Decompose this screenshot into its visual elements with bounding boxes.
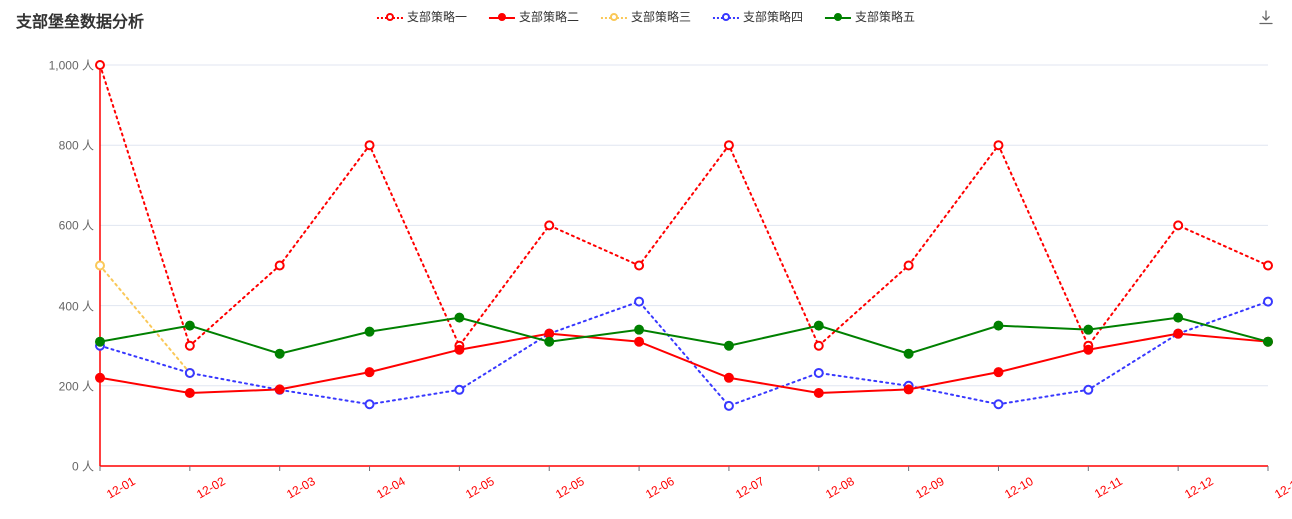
y-axis-tick-label: 400 人 bbox=[0, 297, 94, 314]
series-marker-s4[interactable] bbox=[815, 369, 823, 377]
series-marker-s5[interactable] bbox=[96, 338, 104, 346]
chart-title: 支部堡垒数据分析 bbox=[16, 8, 144, 32]
series-line-s2 bbox=[100, 334, 1268, 393]
series-marker-s5[interactable] bbox=[186, 322, 194, 330]
series-marker-s4[interactable] bbox=[455, 386, 463, 394]
series-marker-s2[interactable] bbox=[276, 385, 284, 393]
series-marker-s2[interactable] bbox=[635, 338, 643, 346]
legend-swatch-s5 bbox=[825, 10, 851, 24]
series-marker-s4[interactable] bbox=[725, 402, 733, 410]
legend-swatch-s2 bbox=[489, 10, 515, 24]
series-marker-s1[interactable] bbox=[186, 342, 194, 350]
series-marker-s1[interactable] bbox=[276, 262, 284, 270]
series-marker-s4[interactable] bbox=[186, 369, 194, 377]
y-axis-tick-label: 0 人 bbox=[0, 458, 94, 475]
series-marker-s1[interactable] bbox=[994, 141, 1002, 149]
series-marker-s5[interactable] bbox=[905, 350, 913, 358]
series-marker-s5[interactable] bbox=[635, 326, 643, 334]
series-marker-s5[interactable] bbox=[1174, 314, 1182, 322]
series-marker-s2[interactable] bbox=[1084, 346, 1092, 354]
chart-container: 支部堡垒数据分析 支部策略一 支部策略二 支部策略三 支部策略四 支部策略五 0 人 20… bbox=[0, 0, 1292, 519]
series-marker-s1[interactable] bbox=[635, 262, 643, 270]
series-line-s3 bbox=[100, 266, 190, 373]
series-marker-s4[interactable] bbox=[1264, 298, 1272, 306]
series-marker-s2[interactable] bbox=[815, 389, 823, 397]
legend-item-s1[interactable]: 支部策略一 bbox=[377, 8, 467, 25]
series-marker-s2[interactable] bbox=[725, 374, 733, 382]
legend-item-s5[interactable]: 支部策略五 bbox=[825, 8, 915, 25]
series-marker-s5[interactable] bbox=[455, 314, 463, 322]
series-marker-s1[interactable] bbox=[96, 61, 104, 69]
series-marker-s2[interactable] bbox=[994, 368, 1002, 376]
series-marker-s5[interactable] bbox=[994, 322, 1002, 330]
series-marker-s4[interactable] bbox=[635, 298, 643, 306]
series-marker-s1[interactable] bbox=[815, 342, 823, 350]
series-marker-s1[interactable] bbox=[366, 141, 374, 149]
series-marker-s5[interactable] bbox=[1084, 326, 1092, 334]
legend-item-s4[interactable]: 支部策略四 bbox=[713, 8, 803, 25]
series-marker-s2[interactable] bbox=[545, 330, 553, 338]
series-marker-s4[interactable] bbox=[994, 400, 1002, 408]
legend-item-s3[interactable]: 支部策略三 bbox=[601, 8, 691, 25]
legend-swatch-s4 bbox=[713, 10, 739, 24]
series-marker-s1[interactable] bbox=[545, 221, 553, 229]
series-marker-s4[interactable] bbox=[1084, 386, 1092, 394]
legend-label: 支部策略一 bbox=[407, 8, 467, 25]
series-marker-s4[interactable] bbox=[366, 400, 374, 408]
legend-swatch-s3 bbox=[601, 10, 627, 24]
series-marker-s1[interactable] bbox=[1174, 221, 1182, 229]
series-marker-s1[interactable] bbox=[1264, 262, 1272, 270]
series-marker-s2[interactable] bbox=[96, 374, 104, 382]
legend-item-s2[interactable]: 支部策略二 bbox=[489, 8, 579, 25]
series-marker-s2[interactable] bbox=[455, 346, 463, 354]
series-marker-s2[interactable] bbox=[1174, 330, 1182, 338]
y-axis-tick-label: 600 人 bbox=[0, 217, 94, 234]
legend-label: 支部策略五 bbox=[855, 8, 915, 25]
series-marker-s1[interactable] bbox=[725, 141, 733, 149]
legend: 支部策略一 支部策略二 支部策略三 支部策略四 支部策略五 bbox=[377, 8, 915, 25]
series-line-s1 bbox=[100, 65, 1268, 346]
series-marker-s2[interactable] bbox=[366, 368, 374, 376]
download-icon[interactable] bbox=[1258, 10, 1274, 26]
series-marker-s2[interactable] bbox=[905, 385, 913, 393]
y-axis-tick-label: 200 人 bbox=[0, 377, 94, 394]
series-marker-s2[interactable] bbox=[186, 389, 194, 397]
legend-label: 支部策略三 bbox=[631, 8, 691, 25]
legend-label: 支部策略二 bbox=[519, 8, 579, 25]
series-marker-s3[interactable] bbox=[96, 262, 104, 270]
series-marker-s5[interactable] bbox=[366, 328, 374, 336]
series-marker-s5[interactable] bbox=[725, 342, 733, 350]
plot-area: 0 人200 人400 人600 人800 人1,000 人 12-0112-0… bbox=[0, 40, 1292, 510]
series-marker-s1[interactable] bbox=[905, 262, 913, 270]
series-marker-s5[interactable] bbox=[276, 350, 284, 358]
series-marker-s5[interactable] bbox=[1264, 338, 1272, 346]
legend-swatch-s1 bbox=[377, 10, 403, 24]
series-marker-s5[interactable] bbox=[815, 322, 823, 330]
y-axis-tick-label: 1,000 人 bbox=[0, 57, 94, 74]
legend-label: 支部策略四 bbox=[743, 8, 803, 25]
y-axis-tick-label: 800 人 bbox=[0, 137, 94, 154]
series-marker-s5[interactable] bbox=[545, 338, 553, 346]
